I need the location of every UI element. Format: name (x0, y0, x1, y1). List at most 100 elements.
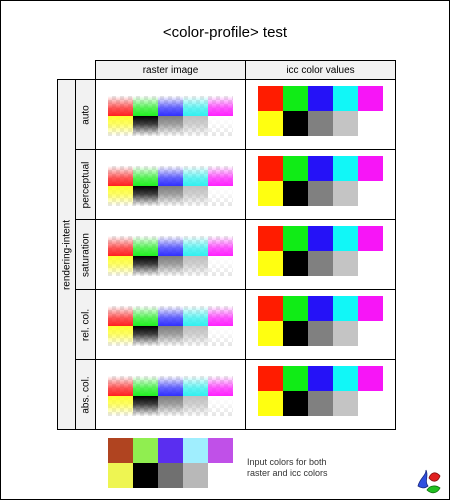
icc-color-swatch (283, 86, 308, 111)
icc-color-swatch (308, 86, 333, 111)
rendering-intent-group-label: rendering-intent (57, 79, 76, 430)
icc-color-swatch (333, 181, 358, 206)
icc-color-swatch (358, 296, 383, 321)
raster-color-block (183, 306, 208, 326)
raster-color-block (208, 256, 233, 276)
icc-color-swatch (333, 321, 358, 346)
icc-swatches (258, 226, 383, 276)
icc-color-swatch (283, 321, 308, 346)
icc-color-swatch (283, 251, 308, 276)
raster-strip (108, 256, 233, 276)
raster-image (108, 306, 233, 346)
raster-cell (95, 79, 246, 150)
icc-color-swatch (358, 181, 383, 206)
icc-color-swatch (258, 296, 283, 321)
column-header-raster: raster image (95, 60, 246, 80)
raster-color-block (208, 396, 233, 416)
input-color-swatch (133, 463, 158, 488)
raster-cell (95, 219, 246, 290)
legend-line-1: Input colors for both (247, 457, 327, 467)
raster-color-block (208, 116, 233, 136)
icc-color-swatch (308, 156, 333, 181)
raster-color-block (133, 116, 158, 136)
icc-color-swatch (358, 366, 383, 391)
raster-color-block (108, 96, 133, 116)
page-title: <color-profile> test (162, 24, 288, 41)
row-label-auto: auto (75, 79, 96, 150)
icc-swatches (258, 86, 383, 136)
raster-strip (108, 326, 233, 346)
icc-cell (245, 219, 396, 290)
icc-color-swatch (333, 156, 358, 181)
raster-color-block (183, 376, 208, 396)
raster-color-block (133, 256, 158, 276)
row-label-abs-col: abs. col. (75, 359, 96, 430)
raster-color-block (158, 376, 183, 396)
icc-color-swatch (283, 296, 308, 321)
raster-color-block (158, 306, 183, 326)
raster-color-block (108, 116, 133, 136)
raster-color-block (158, 166, 183, 186)
raster-color-block (183, 256, 208, 276)
icc-cell (245, 289, 396, 360)
raster-color-block (133, 166, 158, 186)
raster-color-block (183, 166, 208, 186)
raster-cell (95, 149, 246, 220)
raster-color-block (208, 96, 233, 116)
icc-color-swatch (283, 181, 308, 206)
icc-swatches (258, 366, 383, 416)
icc-color-swatch (283, 111, 308, 136)
icc-color-swatch (308, 226, 333, 251)
input-color-swatch (108, 463, 133, 488)
raster-color-block (133, 186, 158, 206)
raster-color-block (183, 186, 208, 206)
raster-image (108, 166, 233, 206)
raster-strip (108, 96, 233, 116)
raster-color-block (133, 376, 158, 396)
raster-color-block (158, 236, 183, 256)
raster-color-block (133, 236, 158, 256)
raster-color-block (108, 376, 133, 396)
icc-color-swatch (358, 251, 383, 276)
input-color-swatch (183, 438, 208, 463)
raster-strip (108, 166, 233, 186)
icc-color-swatch (333, 296, 358, 321)
icc-color-swatch (358, 156, 383, 181)
raster-color-block (183, 236, 208, 256)
icc-color-swatch (308, 296, 333, 321)
legend-line-2: raster and icc colors (247, 468, 328, 478)
raster-color-block (183, 96, 208, 116)
raster-strip (108, 376, 233, 396)
rendering-intent-table: raster image icc color values rendering-… (57, 60, 396, 430)
input-color-swatch (183, 463, 208, 488)
icc-color-swatch (358, 86, 383, 111)
raster-color-block (133, 96, 158, 116)
raster-color-block (183, 116, 208, 136)
icc-swatches (258, 296, 383, 346)
raster-color-block (158, 326, 183, 346)
icc-color-swatch (283, 366, 308, 391)
icc-color-swatch (308, 251, 333, 276)
icc-cell (245, 149, 396, 220)
row-label-perceptual: perceptual (75, 149, 96, 220)
raster-color-block (108, 306, 133, 326)
icc-color-swatch (358, 111, 383, 136)
raster-image (108, 96, 233, 136)
icc-color-swatch (333, 391, 358, 416)
raster-strip (108, 306, 233, 326)
input-color-swatch (133, 438, 158, 463)
icc-cell (245, 79, 396, 150)
raster-color-block (208, 306, 233, 326)
icc-color-swatch (333, 86, 358, 111)
raster-color-block (208, 376, 233, 396)
icc-color-swatch (358, 391, 383, 416)
icc-color-swatch (358, 226, 383, 251)
raster-color-block (208, 186, 233, 206)
icc-color-swatch (258, 181, 283, 206)
raster-image (108, 236, 233, 276)
svg-logo-icon (417, 469, 441, 494)
icc-color-swatch (333, 226, 358, 251)
icc-color-swatch (258, 226, 283, 251)
icc-color-swatch (258, 366, 283, 391)
raster-color-block (133, 396, 158, 416)
